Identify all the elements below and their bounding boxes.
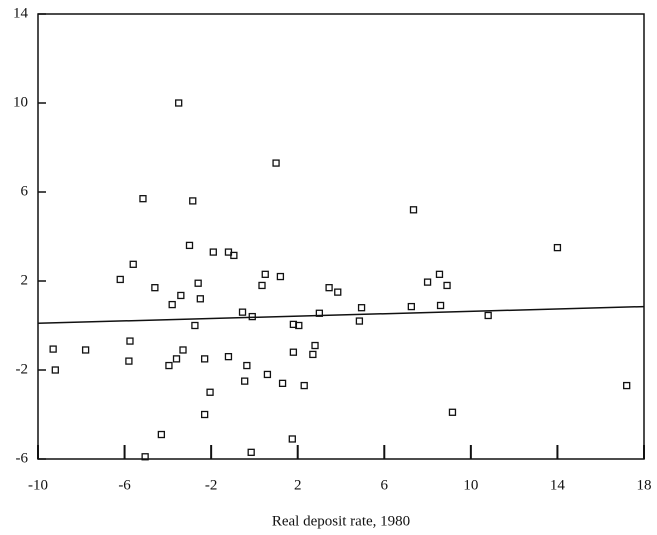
- y-tick-label: 10: [13, 94, 28, 110]
- point: [238, 308, 247, 316]
- point: [289, 348, 298, 356]
- point: [129, 260, 137, 268]
- point: [200, 355, 209, 363]
- x-tick-label: 14: [550, 477, 566, 493]
- y-tick-label: -6: [16, 450, 29, 466]
- point: [300, 381, 308, 390]
- point: [165, 361, 173, 370]
- point: [125, 357, 133, 365]
- point: [81, 346, 90, 354]
- x-tick-label: 6: [381, 477, 389, 493]
- point: [196, 295, 204, 303]
- point: [151, 284, 159, 292]
- point: [51, 366, 59, 374]
- point: [276, 272, 285, 281]
- point: [261, 270, 269, 278]
- x-tick-label: 10: [463, 477, 478, 493]
- point: [189, 197, 197, 205]
- point: [141, 453, 149, 461]
- point: [230, 251, 238, 260]
- point: [278, 379, 287, 388]
- point: [288, 435, 296, 443]
- point: [263, 370, 272, 379]
- point: [325, 284, 333, 292]
- point: [200, 410, 209, 419]
- plot-frame: [37, 13, 645, 460]
- point: [334, 288, 342, 296]
- point: [409, 206, 418, 214]
- point: [443, 281, 451, 290]
- point: [175, 99, 183, 107]
- point: [247, 448, 255, 456]
- point: [224, 352, 233, 361]
- point: [243, 361, 251, 370]
- x-tick-label: 2: [294, 477, 302, 493]
- point: [191, 321, 199, 330]
- point: [248, 312, 256, 321]
- point: [139, 195, 147, 203]
- point: [355, 317, 364, 325]
- x-tick-label: -6: [118, 477, 131, 493]
- point: [484, 311, 492, 320]
- point: [436, 301, 445, 310]
- point: [194, 279, 202, 287]
- point: [448, 408, 457, 416]
- point: [126, 337, 134, 345]
- x-tick-label: -2: [205, 477, 218, 493]
- x-tick-label: -10: [28, 477, 48, 493]
- point: [435, 270, 444, 278]
- point: [258, 281, 266, 290]
- point: [423, 278, 432, 286]
- point: [206, 388, 214, 396]
- point: [172, 355, 181, 363]
- point: [179, 346, 187, 354]
- point: [116, 275, 124, 284]
- y-tick-label: 14: [13, 5, 29, 21]
- y-tick-label: -2: [16, 361, 29, 377]
- y-tick-label: 2: [21, 272, 29, 288]
- point: [177, 291, 185, 300]
- point: [272, 159, 280, 167]
- point: [241, 377, 249, 385]
- point: [315, 309, 324, 317]
- point: [309, 350, 317, 359]
- fit-line: [37, 305, 645, 325]
- point: [553, 243, 562, 252]
- point: [295, 321, 303, 330]
- point: [623, 381, 631, 390]
- point: [311, 341, 319, 350]
- x-axis-label: Real deposit rate, 1980: [272, 513, 410, 529]
- point: [49, 345, 57, 353]
- y-tick-label: 6: [21, 183, 29, 199]
- point: [157, 430, 166, 439]
- x-tick-label: 18: [637, 477, 652, 493]
- point: [209, 248, 217, 256]
- point: [168, 300, 176, 309]
- point: [407, 302, 415, 311]
- point: [357, 304, 366, 312]
- point: [185, 241, 194, 250]
